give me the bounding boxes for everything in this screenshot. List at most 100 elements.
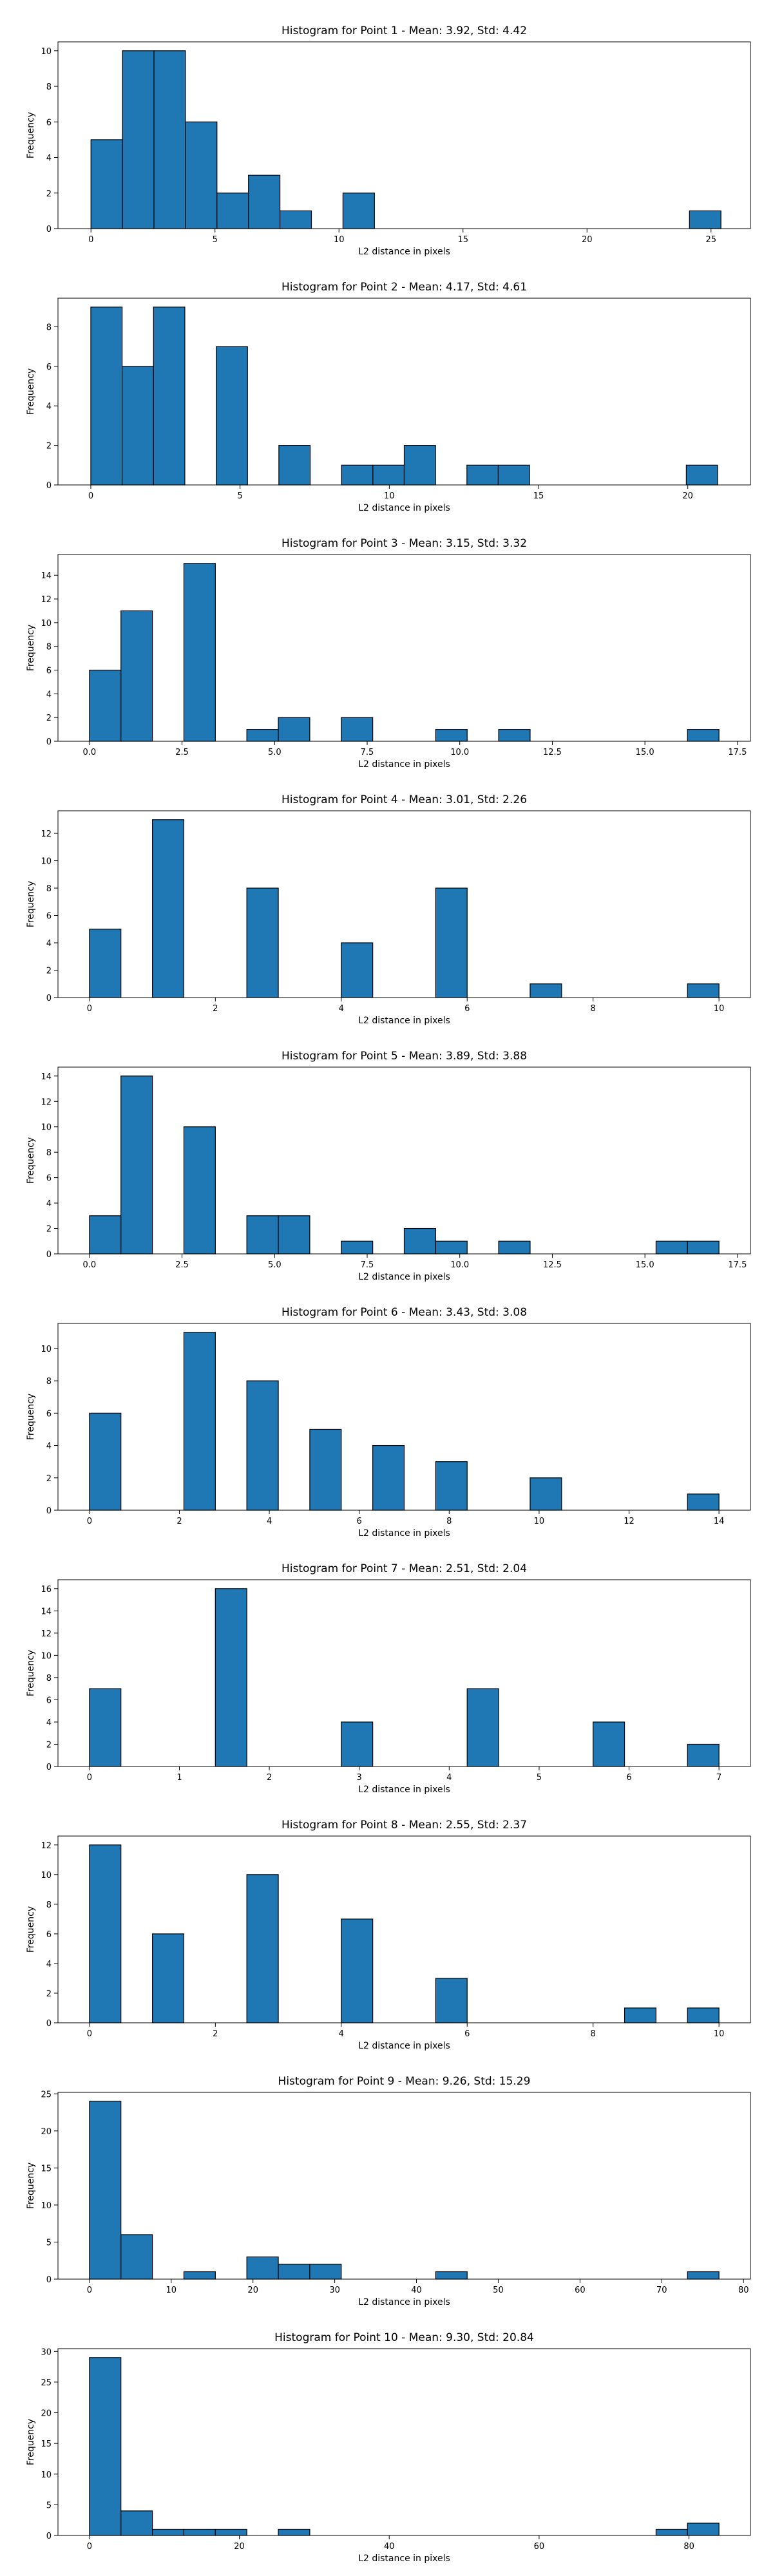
y-tick-label: 0 [46, 1250, 52, 1260]
x-tick-label: 7.5 [361, 1260, 374, 1270]
x-tick-label: 0 [87, 2286, 92, 2295]
histogram-bar [341, 464, 374, 486]
x-tick-label: 8 [446, 1517, 452, 1526]
y-tick-label: 14 [41, 571, 52, 581]
histogram-bar [151, 819, 185, 998]
histogram-bar [122, 50, 155, 229]
x-tick-label: 7.5 [361, 748, 374, 757]
histogram-bar [278, 717, 310, 742]
y-tick-label: 6 [46, 1696, 52, 1705]
y-tick-label: 0 [46, 225, 52, 234]
x-axis-label: L2 distance in pixels [358, 2041, 450, 2051]
y-tick-label: 0 [46, 994, 52, 1003]
histogram-bar [151, 2528, 185, 2536]
histogram-bar [89, 2357, 122, 2536]
y-tick-label: 12 [41, 829, 52, 839]
y-tick-label: 2 [46, 967, 52, 976]
axes-frame [57, 1835, 751, 2023]
y-tick-label: 8 [46, 1148, 52, 1158]
histogram-panel-10: Histogram for Point 10 - Mean: 9.30, Std… [26, 2331, 751, 2564]
y-tick-label: 4 [46, 1718, 52, 1728]
x-tick-label: 6 [464, 1004, 470, 1014]
histogram-bar [685, 464, 718, 486]
histogram-panel-1: Histogram for Point 1 - Mean: 3.92, Std:… [26, 24, 751, 257]
y-tick-label: 30 [41, 2347, 52, 2357]
x-tick-label: 15 [533, 491, 544, 501]
y-tick-label: 12 [41, 1097, 52, 1107]
x-tick-label: 14 [714, 1517, 725, 1526]
histogram-bar [687, 728, 720, 742]
x-tick-label: 60 [575, 2286, 586, 2295]
histogram-bar [498, 1240, 531, 1255]
x-tick-label: 2.5 [175, 1260, 189, 1270]
y-tick-label: 6 [46, 1409, 52, 1419]
x-tick-label: 2 [267, 1773, 272, 1783]
histogram-bar [341, 1918, 374, 2023]
histogram-bar [341, 1721, 374, 1767]
histogram-bar [624, 2007, 657, 2023]
x-tick-label: 5 [213, 235, 218, 245]
x-tick-label: 0 [87, 1773, 92, 1783]
y-tick-label: 12 [41, 1629, 52, 1639]
x-tick-label: 10 [334, 235, 345, 245]
y-tick-label: 2 [46, 714, 52, 723]
histogram-bar [216, 193, 249, 229]
x-axis-label: L2 distance in pixels [358, 247, 450, 257]
x-tick-label: 20 [247, 2286, 258, 2295]
x-tick-label: 20 [582, 235, 593, 245]
histogram-bar [153, 50, 186, 229]
x-tick-label: 7 [716, 1773, 721, 1783]
x-tick-label: 20 [234, 2542, 245, 2552]
y-tick-label: 14 [41, 1072, 52, 1082]
x-tick-label: 17.5 [728, 748, 747, 757]
histogram-bar [120, 1075, 153, 1255]
y-tick-label: 2 [46, 442, 52, 451]
histogram-bar [466, 1688, 499, 1767]
y-axis-label: Frequency [26, 881, 36, 927]
y-tick-label: 4 [46, 939, 52, 949]
y-tick-label: 25 [41, 2090, 52, 2099]
y-tick-label: 6 [46, 118, 52, 128]
histogram-bar [372, 464, 405, 486]
histogram-bar [372, 1444, 405, 1511]
x-tick-label: 80 [683, 2542, 694, 2552]
histogram-bar [403, 445, 436, 486]
histogram-bar [687, 1493, 720, 1511]
histogram-bar [309, 1428, 342, 1511]
x-tick-label: 25 [706, 235, 717, 245]
histogram-bar [466, 464, 499, 486]
x-tick-label: 1 [177, 1773, 182, 1783]
x-tick-label: 40 [411, 2286, 422, 2295]
y-tick-label: 2 [46, 1989, 52, 1999]
y-tick-label: 4 [46, 1442, 52, 1452]
histogram-bar [687, 2271, 720, 2280]
histogram-bar [90, 139, 123, 229]
x-tick-label: 8 [591, 1004, 596, 1014]
x-tick-label: 10 [534, 1517, 545, 1526]
x-tick-label: 0 [87, 2029, 92, 2039]
y-tick-label: 12 [41, 1841, 52, 1851]
histogram-bar [435, 1240, 468, 1255]
x-tick-label: 12.5 [543, 748, 562, 757]
y-tick-label: 16 [41, 1585, 52, 1595]
x-tick-label: 17.5 [728, 1260, 747, 1270]
histogram-bar [183, 563, 216, 742]
histogram-panel-9: Histogram for Point 9 - Mean: 9.26, Std:… [26, 2075, 751, 2307]
histogram-bar [90, 307, 123, 486]
x-tick-label: 6 [464, 2029, 470, 2039]
chart-title: Histogram for Point 10 - Mean: 9.30, Std… [274, 2331, 534, 2344]
histogram-bar [89, 2101, 122, 2280]
y-tick-label: 6 [46, 912, 52, 922]
histogram-bar [530, 1477, 562, 1511]
y-tick-label: 8 [46, 1674, 52, 1683]
histogram-bar [498, 728, 531, 742]
x-tick-label: 12.5 [543, 1260, 562, 1270]
axes-frame [57, 2348, 751, 2536]
chart-title: Histogram for Point 2 - Mean: 4.17, Std:… [282, 281, 527, 294]
x-tick-label: 15 [457, 235, 468, 245]
x-tick-label: 10.0 [450, 1260, 469, 1270]
x-tick-label: 0 [87, 2542, 92, 2552]
y-tick-label: 0 [46, 2275, 52, 2285]
histogram-bar [89, 1844, 122, 2023]
x-tick-label: 10 [714, 1004, 725, 1014]
